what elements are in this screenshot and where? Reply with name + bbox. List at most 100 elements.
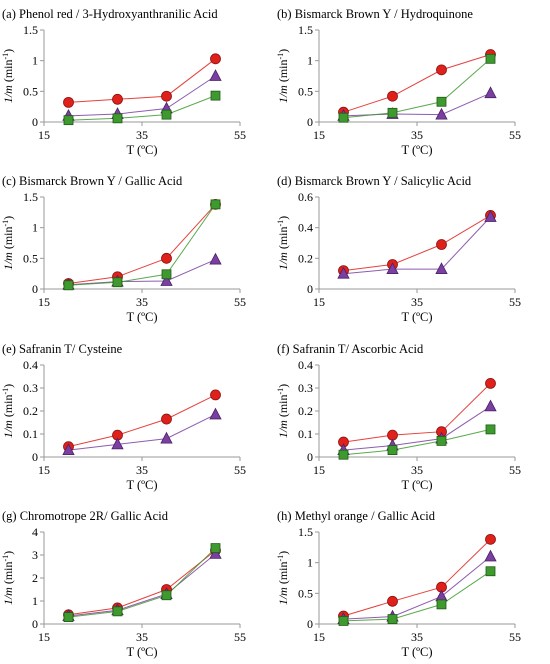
series-line-circle <box>343 539 491 617</box>
data-point-triangle <box>209 69 222 81</box>
x-axis-title: T (ºC) <box>401 143 432 157</box>
series-line-triangle <box>68 413 216 451</box>
series-line-circle <box>68 394 216 448</box>
data-point-circle <box>210 53 221 65</box>
data-point-square <box>210 543 221 553</box>
series-line-circle <box>343 383 491 443</box>
data-point-square <box>485 566 496 577</box>
series-line-square <box>68 95 216 121</box>
y-axis-title: 1/m (min-1) <box>1 216 15 270</box>
data-point-triangle <box>386 262 399 274</box>
y-tick-label: 1 <box>32 221 38 235</box>
y-tick-label: 4 <box>32 525 38 539</box>
data-point-square <box>387 445 398 456</box>
series-line-square <box>68 547 216 618</box>
y-axis-title: 1/m (min-1) <box>276 384 290 438</box>
data-point-circle <box>436 239 447 250</box>
data-point-square <box>63 280 74 291</box>
data-point-triangle <box>160 274 173 286</box>
y-tick-label: 0 <box>32 617 38 631</box>
panel-title: (e) Safranin T/ Cysteine <box>2 342 123 356</box>
data-point-square <box>161 269 172 280</box>
y-tick-label: 0.3 <box>298 381 313 395</box>
series-line-square <box>68 204 216 286</box>
data-point-square <box>338 616 349 626</box>
y-axis-title: 1/m (min-1) <box>1 384 15 438</box>
chart-panel-2: (c) Bismarck Brown Y / Gallic Acid 0 0.5 1 1… <box>1 174 246 324</box>
data-point-circle <box>63 96 74 108</box>
y-tick-label: 0 <box>32 450 38 464</box>
data-point-square <box>338 449 349 460</box>
data-point-triangle <box>435 262 448 274</box>
series-line-circle <box>343 54 491 113</box>
data-point-circle <box>436 64 447 76</box>
data-point-square <box>436 435 447 446</box>
data-point-circle <box>161 252 172 264</box>
y-tick-label: 1.5 <box>23 23 38 37</box>
y-tick-label: 0.4 <box>298 358 313 372</box>
series-line-triangle <box>343 556 491 620</box>
x-tick-label: 55 <box>234 630 246 644</box>
data-point-triangle <box>209 407 222 420</box>
x-tick-label: 15 <box>313 128 325 142</box>
y-tick-label: 1.5 <box>298 525 313 539</box>
y-tick-label: 0.1 <box>23 427 38 441</box>
data-point-square <box>436 96 447 107</box>
data-point-square <box>387 107 398 118</box>
panel-title: (h) Methyl orange / Gallic Acid <box>277 509 436 523</box>
y-tick-label: 0 <box>307 282 313 296</box>
x-tick-label: 55 <box>234 463 246 477</box>
x-tick-label: 35 <box>136 128 148 142</box>
chart-panel-1: (b) Bismarck Brown Y / Hydroquinone 0 0.5 1… <box>276 7 521 157</box>
y-tick-label: 0 <box>307 115 313 129</box>
data-point-square <box>485 53 496 64</box>
y-tick-label: 0 <box>32 115 38 129</box>
y-tick-label: 0 <box>307 450 313 464</box>
panel-title: (g) Chromotrope 2R/ Gallic Acid <box>2 509 169 523</box>
series-line-circle <box>68 204 216 284</box>
y-tick-label: 0 <box>307 617 313 631</box>
data-point-circle <box>387 90 398 102</box>
series-line-circle <box>343 214 491 272</box>
data-point-circle <box>112 93 123 105</box>
y-axis-title: 1/m (min-1) <box>276 216 290 270</box>
y-tick-label: 0.6 <box>298 190 313 204</box>
x-tick-label: 15 <box>38 295 50 309</box>
y-tick-label: 0.1 <box>298 427 313 441</box>
chart-panel-5: (f) Safranin T/ Ascorbic Acid 0 0.1 0.2 0.3 0… <box>276 342 521 492</box>
x-tick-label: 35 <box>136 630 148 644</box>
y-tick-label: 1.5 <box>23 190 38 204</box>
chart-panel-0: (a) Phenol red / 3-Hydroxyanthranilic Ac… <box>1 7 246 157</box>
series-line-square <box>343 428 491 456</box>
panel-title: (f) Safranin T/ Ascorbic Acid <box>277 342 424 356</box>
x-axis-title: T (ºC) <box>126 645 157 659</box>
data-point-circle <box>485 533 496 545</box>
series-line-circle <box>68 550 216 616</box>
x-tick-label: 15 <box>313 630 325 644</box>
panel-title: (d) Bismarck Brown Y / Salicylic Acid <box>277 174 472 188</box>
panel-title: (a) Phenol red / 3-Hydroxyanthranilic Ac… <box>2 7 218 21</box>
y-tick-label: 0.3 <box>23 381 38 395</box>
x-tick-label: 35 <box>136 295 148 309</box>
x-tick-label: 55 <box>234 128 246 142</box>
y-tick-label: 0.5 <box>298 84 313 98</box>
data-point-square <box>161 109 172 120</box>
data-point-square <box>485 424 496 435</box>
y-axis-title: 1/m (min-1) <box>1 551 15 605</box>
data-point-circle <box>387 595 398 607</box>
data-point-circle <box>161 90 172 102</box>
data-point-square <box>112 277 123 288</box>
y-tick-label: 1 <box>307 556 313 570</box>
y-tick-label: 0.2 <box>298 404 313 418</box>
data-point-square <box>161 590 172 601</box>
y-tick-label: 0.4 <box>298 221 313 235</box>
chart-panel-6: (g) Chromotrope 2R/ Gallic Acid 0 1 2 3 4 15 35… <box>1 509 246 659</box>
x-tick-label: 55 <box>509 128 521 142</box>
data-point-triangle <box>484 399 497 412</box>
data-point-square <box>63 612 74 622</box>
y-tick-label: 0.2 <box>298 251 313 265</box>
data-point-circle <box>210 389 221 401</box>
series-line-triangle <box>343 405 491 451</box>
y-tick-label: 1 <box>307 54 313 68</box>
